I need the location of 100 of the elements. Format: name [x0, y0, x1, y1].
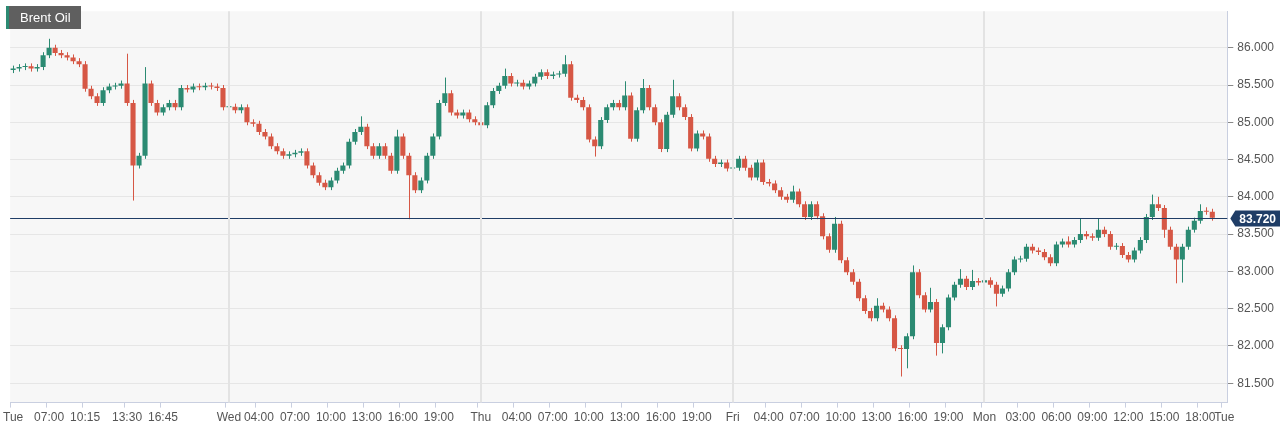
candlestick: [754, 159, 760, 181]
x-tick-label: Tue: [1214, 410, 1235, 425]
candlestick: [484, 101, 490, 129]
candlestick: [921, 291, 928, 313]
x-tick-label: Mon: [972, 410, 997, 425]
candlestick: [808, 200, 814, 221]
candlestick: [694, 129, 700, 152]
candlestick: [969, 269, 976, 291]
x-tick-label: 15:00: [1149, 410, 1180, 425]
ref-line-label: 83.720: [1239, 211, 1277, 226]
x-tick-label: 13:30: [112, 410, 143, 425]
x-tick-label: 10:15: [70, 410, 101, 425]
candlestick: [1167, 226, 1173, 251]
candlestick: [562, 54, 568, 78]
x-tick-label: 16:00: [897, 410, 928, 425]
candlestick: [640, 78, 646, 114]
y-tick-label: 84.500: [1237, 151, 1275, 166]
x-tick-label: 10:00: [315, 410, 347, 425]
x-tick-label: 07:00: [34, 410, 65, 425]
y-tick-label: 83.500: [1237, 226, 1275, 241]
candlestick: [1149, 194, 1155, 221]
x-tick-label: 09:00: [1077, 410, 1108, 425]
candlestick: [939, 323, 946, 354]
candlestick: [244, 103, 250, 126]
candlestick: [364, 123, 370, 150]
x-tick-label: 19:00: [933, 410, 964, 425]
candlestick: [412, 171, 418, 194]
candlestick: [993, 281, 999, 307]
y-tick-label: 82.000: [1237, 338, 1275, 353]
candlestick: [100, 86, 106, 107]
x-tick-label: 07:00: [537, 410, 569, 425]
y-tick-label: 83.000: [1237, 263, 1275, 278]
x-tick-label: 04:00: [243, 410, 275, 425]
candlestick: [490, 87, 496, 109]
candlestick: [406, 152, 412, 220]
candlestick: [220, 84, 226, 111]
candlestick: [46, 38, 52, 59]
x-tick-label: 10:00: [825, 410, 856, 425]
x-tick-label: 12:00: [1113, 410, 1144, 425]
candlestick: [592, 135, 598, 158]
candlestick: [604, 103, 610, 124]
candlestick: [856, 278, 862, 302]
candlestick: [148, 80, 154, 107]
candlestick: [1053, 241, 1059, 267]
x-tick-label: 16:00: [387, 410, 419, 425]
candlestick: [1179, 243, 1185, 284]
candlestick: [346, 138, 352, 170]
candlestick: [820, 212, 826, 240]
y-tick-label: 81.500: [1237, 375, 1275, 390]
candlestick: [1005, 268, 1011, 293]
candlestick: [903, 332, 910, 369]
candlestick: [951, 281, 958, 301]
x-tick-label: 13:00: [351, 410, 383, 425]
x-tick-label: 06:00: [1041, 410, 1072, 425]
candlestick: [178, 84, 184, 111]
candlestick: [1173, 243, 1179, 284]
x-tick-label: Wed: [216, 410, 242, 425]
candlestick: [430, 132, 436, 160]
x-tick-label: Tue: [3, 410, 24, 425]
x-tick-label: 03:00: [1005, 410, 1036, 425]
candlestick: [442, 77, 448, 107]
candlestick: [1161, 204, 1167, 239]
candlestick: [400, 132, 406, 160]
candlestick: [915, 268, 922, 299]
candlestick: [358, 115, 364, 136]
candlestick: [1185, 226, 1191, 251]
x-tick-label: 19:00: [681, 410, 712, 425]
candlestick: [1077, 217, 1083, 244]
y-tick-label: 82.500: [1237, 300, 1275, 315]
candlestick: [1107, 230, 1113, 251]
y-tick-label: 85.000: [1237, 114, 1275, 129]
x-tick-label: 16:45: [148, 410, 179, 425]
candlestick: [1203, 206, 1209, 216]
candlestick: [1095, 217, 1101, 242]
y-tick-label: 85.500: [1237, 77, 1275, 92]
x-tick-label: Thu: [470, 410, 492, 425]
candlestick: [652, 103, 658, 126]
candlestick: [670, 79, 676, 119]
candlestick: [802, 200, 808, 221]
x-tick-label: 18:00: [1185, 410, 1216, 425]
y-tick-label: 86.000: [1237, 40, 1275, 55]
candlestick: [826, 232, 832, 254]
y-tick-label: 84.000: [1237, 189, 1275, 204]
x-tick-label: 04:00: [501, 410, 533, 425]
candlestick: [388, 152, 394, 175]
candlestick: [124, 53, 130, 107]
candlestick: [622, 80, 628, 111]
x-tick-label: 16:00: [645, 410, 677, 425]
candlestick: [796, 188, 802, 208]
candlestick: [861, 294, 868, 315]
candlestick: [1143, 213, 1149, 244]
candlestick: [957, 268, 964, 289]
candlestick: [304, 147, 310, 170]
candlestick: [502, 68, 508, 90]
x-tick-label: 13:00: [609, 410, 641, 425]
chart-title: Brent Oil: [6, 6, 81, 29]
candlestick: [1011, 255, 1017, 276]
x-tick-label: 07:00: [789, 410, 820, 425]
x-tick-label: 07:00: [279, 410, 311, 425]
x-tick-label: 19:00: [423, 410, 455, 425]
